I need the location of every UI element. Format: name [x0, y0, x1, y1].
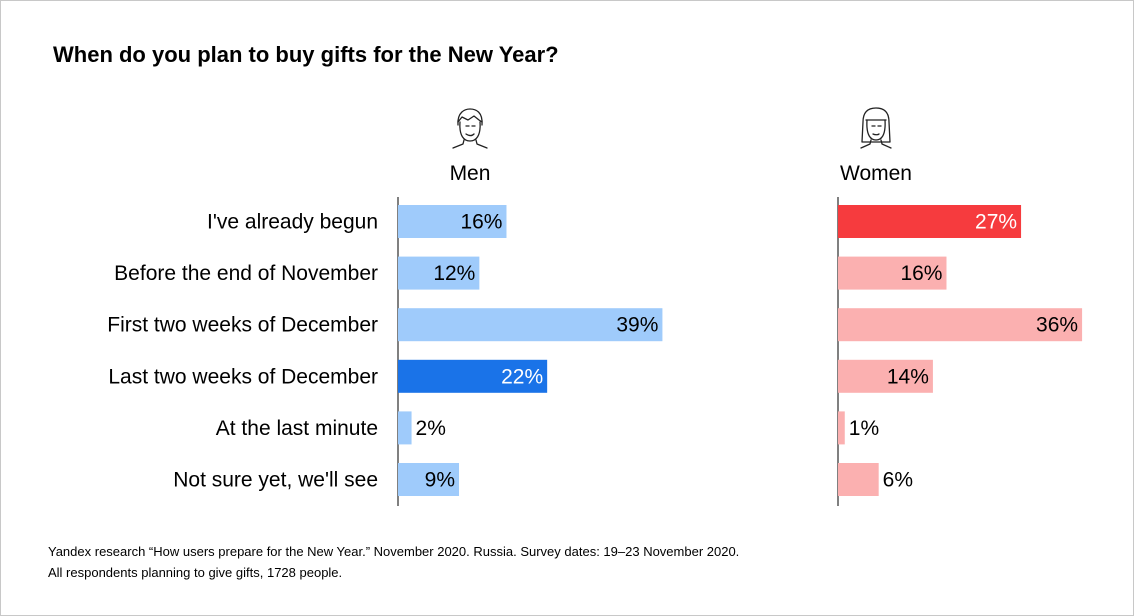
- woman-icon: [860, 107, 892, 149]
- men-value-label: 22%: [501, 365, 543, 388]
- category-label: Last two weeks of December: [108, 365, 378, 388]
- women-bar: [838, 463, 879, 496]
- features-shape: [871, 125, 882, 136]
- hair-shape: [861, 107, 891, 143]
- men-header: Men: [450, 162, 491, 185]
- shoulders-shape: [452, 139, 488, 149]
- chart-title: When do you plan to buy gifts for the Ne…: [53, 42, 559, 67]
- women-bar: [838, 308, 1083, 342]
- women-bar: [838, 205, 1022, 238]
- men-value-label: 16%: [460, 211, 502, 234]
- category-label: I've already begun: [207, 211, 378, 234]
- men-bar: [398, 308, 663, 342]
- shoulders-shape: [860, 139, 892, 149]
- category-label: Not sure yet, we'll see: [173, 469, 378, 492]
- category-label: Before the end of November: [114, 262, 378, 285]
- women-header: Women: [840, 162, 912, 185]
- face-shape: [866, 119, 886, 141]
- men-value-label: 39%: [616, 314, 658, 337]
- men-bar: [398, 463, 460, 496]
- men-value-label: 2%: [416, 417, 446, 440]
- face-shape: [459, 121, 481, 142]
- women-bar: [838, 256, 947, 290]
- footnote-sample: All respondents planning to give gifts, …: [48, 565, 343, 580]
- women-bar: [838, 411, 845, 445]
- men-bar: [398, 205, 507, 238]
- men-bar: [398, 256, 480, 290]
- footnote-source: Yandex research “How users prepare for t…: [48, 544, 740, 559]
- women-bar: [838, 359, 933, 393]
- women-value-label: 14%: [887, 365, 929, 388]
- men-bar: [398, 359, 548, 393]
- men-value-label: 12%: [433, 262, 475, 285]
- category-label: First two weeks of December: [107, 314, 378, 337]
- men-value-label: 9%: [425, 469, 455, 492]
- hair-shape: [457, 108, 483, 126]
- women-value-label: 16%: [900, 262, 942, 285]
- features-shape: [465, 125, 476, 137]
- man-icon: [452, 108, 488, 149]
- women-value-label: 1%: [849, 417, 879, 440]
- women-value-label: 36%: [1036, 314, 1078, 337]
- category-label: At the last minute: [216, 417, 378, 440]
- hairline-shape: [457, 115, 483, 123]
- women-value-label: 27%: [975, 211, 1017, 234]
- women-value-label: 6%: [883, 469, 913, 492]
- men-bar: [398, 411, 412, 445]
